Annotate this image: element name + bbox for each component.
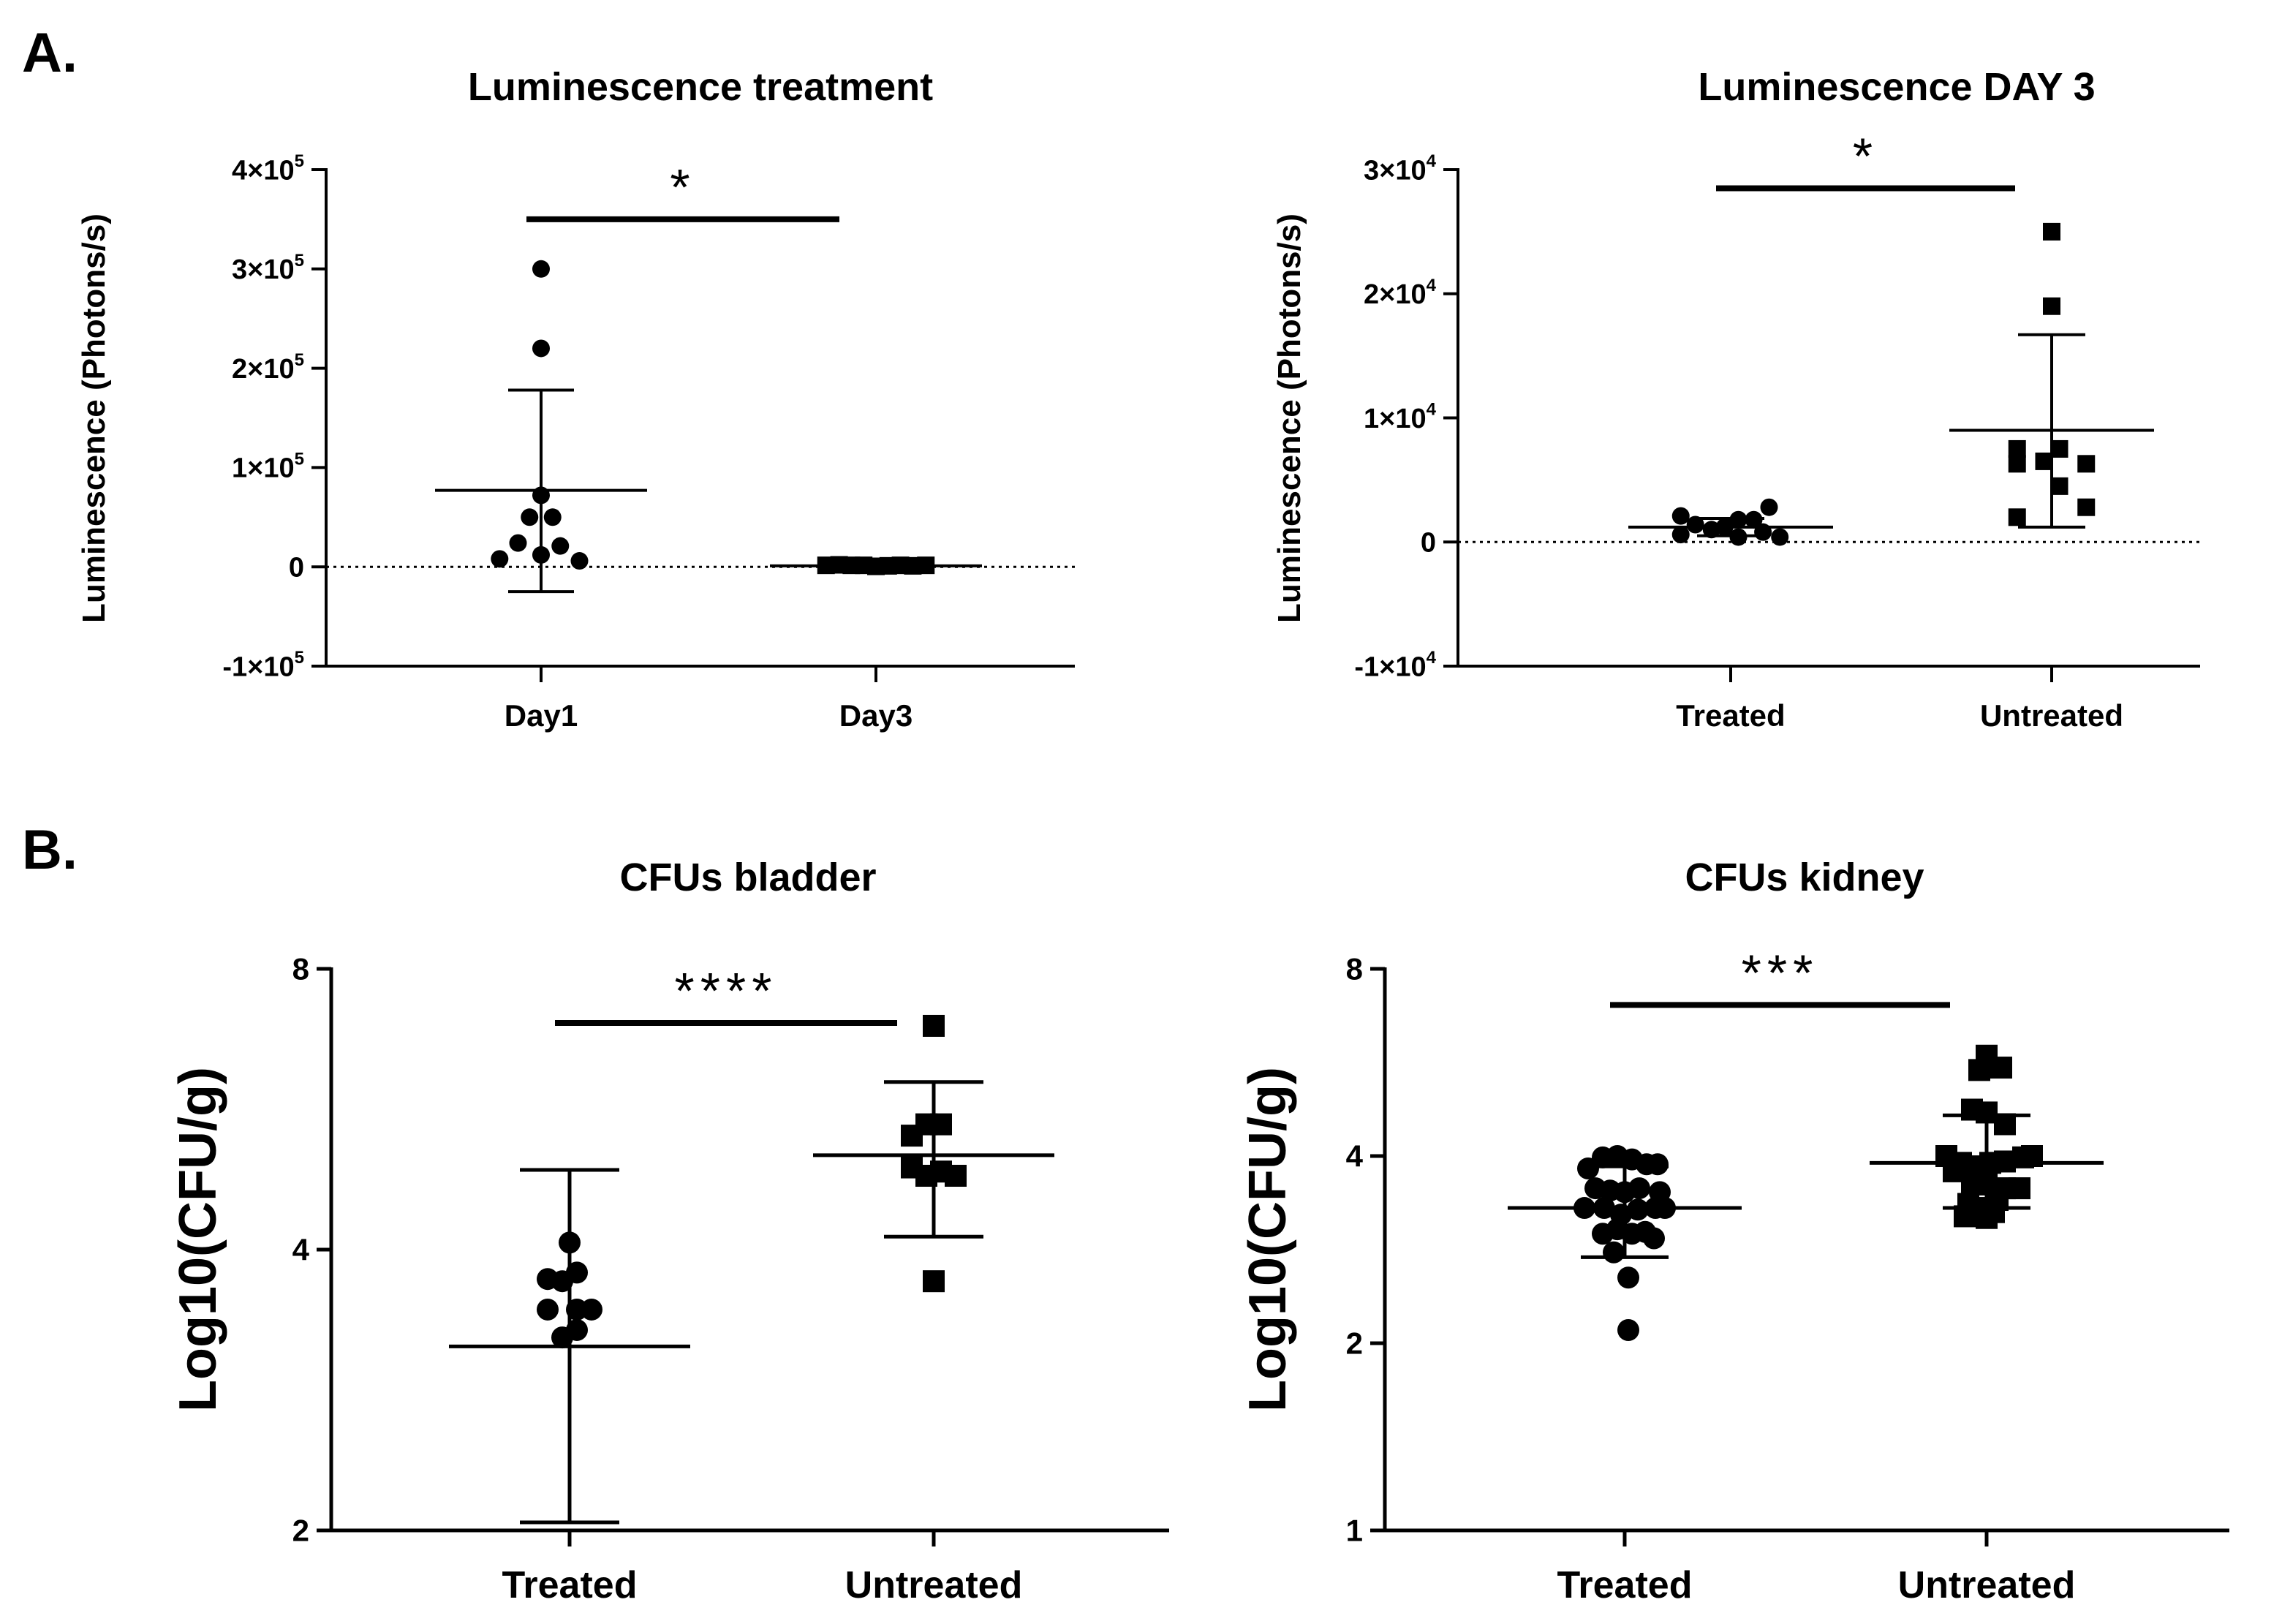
data-point <box>923 1014 945 1037</box>
data-point <box>1771 528 1789 546</box>
data-point <box>532 339 550 358</box>
chart-cfu-kidney: CFUs kidney Log10(CFU/g) 1 2 4 8 Treated Untrea… <box>1239 856 2229 1606</box>
data-point <box>2008 508 2026 526</box>
x-tick-label: Day1 <box>505 698 578 733</box>
data-point <box>2035 452 2053 470</box>
y-tick-label: 2 <box>1346 1326 1363 1361</box>
data-point <box>2043 297 2060 315</box>
data-point <box>532 260 550 278</box>
data-point <box>2008 439 2026 458</box>
data-point <box>521 508 539 526</box>
y-tick-label: -1×104 <box>1354 648 1436 682</box>
y-tick-label: 4 <box>1346 1139 1364 1174</box>
data-point <box>2050 439 2068 458</box>
x-tick-label: Treated <box>502 1564 638 1606</box>
significance-label: **** <box>675 962 778 1019</box>
y-tick-label: 3×104 <box>1364 151 1437 186</box>
y-tick-label: 1×104 <box>1364 400 1437 434</box>
x-tick-label: Treated <box>1676 698 1785 733</box>
y-tick-label: 4×105 <box>232 151 304 186</box>
data-point <box>581 1298 602 1321</box>
data-point <box>1628 1177 1650 1200</box>
data-point <box>543 508 562 526</box>
chart-title: CFUs kidney <box>1685 856 1924 899</box>
chart-title: Luminescence DAY 3 <box>1698 65 2095 109</box>
data-point <box>1990 1057 2012 1079</box>
y-tick-label: 2×104 <box>1364 276 1437 310</box>
y-tick-label: 1 <box>1346 1514 1363 1548</box>
chart-title: Luminescence treatment <box>468 65 933 109</box>
data-point <box>2043 222 2060 241</box>
data-point <box>2077 455 2096 473</box>
data-point <box>1760 498 1778 516</box>
y-axis-label: Luminescence (Photons/s) <box>1272 214 1307 623</box>
y-axis-label: Log10(CFU/g) <box>1239 1067 1297 1412</box>
data-point <box>570 552 589 570</box>
significance-label: * <box>670 159 695 216</box>
x-tick-label: Untreated <box>1980 698 2123 733</box>
data-point <box>2077 498 2096 516</box>
y-tick-label: 3×105 <box>232 251 304 285</box>
data-point <box>1617 1266 1639 1289</box>
data-point <box>1671 526 1690 544</box>
data-point <box>2009 1177 2030 1200</box>
x-tick-label: Day3 <box>839 698 913 733</box>
y-axis-label: Luminescence (Photons/s) <box>76 214 112 623</box>
panel-label-b: B. <box>22 819 78 881</box>
data-point <box>537 1298 559 1321</box>
panel-label-a: A. <box>22 22 78 84</box>
data-point <box>1702 521 1720 539</box>
data-point <box>491 550 509 568</box>
x-tick-label: Untreated <box>845 1564 1023 1606</box>
x-tick-label: Untreated <box>1898 1564 2076 1606</box>
y-tick-label: 2 <box>292 1514 309 1548</box>
y-tick-label: 4 <box>292 1233 310 1267</box>
chart-title: CFUs bladder <box>619 856 876 899</box>
y-tick-label: 2×105 <box>232 350 304 385</box>
data-point <box>1968 1059 1990 1081</box>
data-point <box>945 1164 967 1187</box>
data-point <box>1686 515 1704 534</box>
significance-label: * <box>1853 127 1878 184</box>
chart-luminescence-treatment: Luminescence treatment Luminescence (Phot… <box>76 65 1075 733</box>
data-point <box>1671 507 1690 525</box>
y-axis-label: Log10(CFU/g) <box>169 1067 227 1412</box>
data-point <box>509 534 527 552</box>
data-point <box>1617 1318 1639 1341</box>
y-tick-label: 0 <box>1421 528 1436 559</box>
data-point <box>2008 455 2026 473</box>
chart-luminescence-day3: Luminescence DAY 3 Luminescence (Photons/… <box>1272 65 2200 733</box>
chart-cfu-bladder: CFUs bladder Log10(CFU/g) 2 4 8 Treated Untrea… <box>169 856 1169 1606</box>
data-point <box>923 1270 945 1293</box>
data-point <box>1603 1241 1625 1264</box>
data-point <box>1647 1153 1669 1176</box>
y-tick-label: 0 <box>289 553 304 583</box>
y-tick-label: 1×105 <box>232 450 304 484</box>
data-point <box>551 537 570 555</box>
significance-label: *** <box>1742 944 1819 1001</box>
x-tick-label: Treated <box>1557 1564 1693 1606</box>
data-point <box>2050 477 2068 495</box>
y-tick-label: 8 <box>1346 952 1363 986</box>
y-tick-label: 8 <box>292 952 309 986</box>
y-tick-label: -1×105 <box>222 648 304 682</box>
data-point <box>1643 1227 1665 1250</box>
